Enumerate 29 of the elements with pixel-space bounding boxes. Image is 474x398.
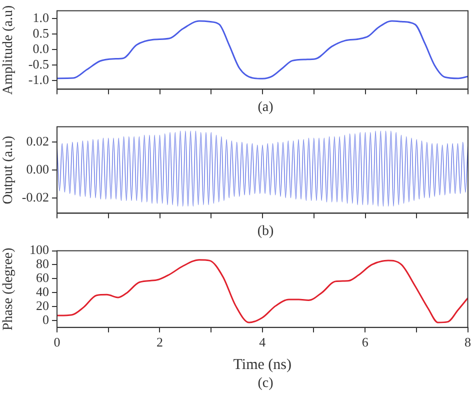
x-axis-title: Time (ns) [233, 356, 292, 373]
y-axis-title: Output (a.u) [1, 135, 16, 204]
x-tick-label: 6 [362, 334, 369, 350]
line-series [57, 130, 468, 207]
x-tick-label: 8 [464, 334, 471, 350]
y-tick-label: 0.0 [32, 40, 49, 56]
y-tick-label: -0.02 [22, 189, 49, 204]
text: (a) [256, 100, 274, 116]
x-tick-label: 2 [156, 334, 163, 350]
y-tick-label: 40 [36, 284, 49, 300]
y-axis-title: Phase (degree) [1, 247, 16, 330]
y-tick-label: 0.5 [32, 25, 49, 40]
y-tick-label: 80 [36, 256, 49, 272]
y-tick-label: 20 [36, 298, 49, 313]
y-tick-label: 1.0 [32, 10, 49, 25]
y-tick-label: 60 [36, 270, 49, 286]
text: (b) [256, 224, 275, 240]
y-axis-title: Amplitude (a.u) [1, 4, 16, 95]
x-tick-label: 0 [54, 334, 60, 350]
y-tick-label: 0.02 [26, 134, 49, 149]
line-series [57, 259, 468, 324]
text: (c) [256, 376, 274, 392]
y-tick-label: 100 [30, 242, 49, 258]
y-tick-label: 0.00 [26, 161, 49, 176]
x-tick-label: 4 [259, 334, 266, 350]
y-tick-label: -0.5 [28, 56, 49, 72]
line-series [57, 20, 468, 80]
y-tick-label: 0 [42, 312, 49, 327]
y-tick-label: -1.0 [28, 72, 49, 87]
